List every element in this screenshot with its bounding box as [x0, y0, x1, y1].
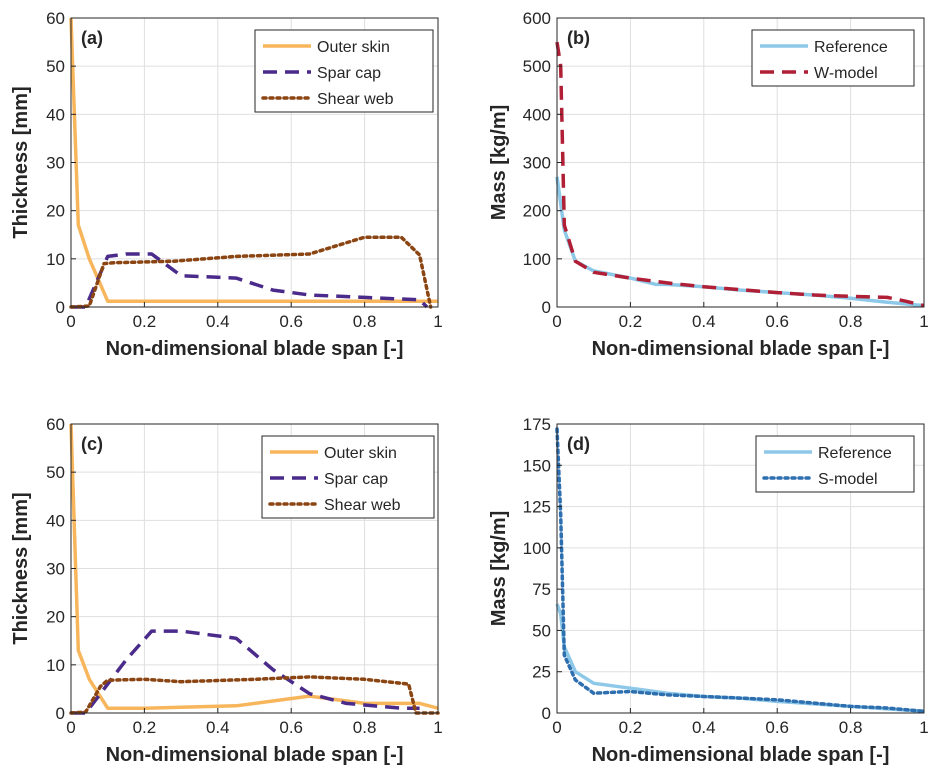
legend-box: [751, 29, 915, 87]
y-tick-label: 10: [46, 250, 65, 269]
y-axis-title: Thickness [mm]: [10, 492, 32, 644]
x-tick-label: 0.4: [206, 312, 230, 331]
y-tick-label: 300: [523, 154, 551, 173]
legend-label-2: Spar cap: [324, 471, 388, 488]
series-line-1: [69, 17, 438, 303]
x-tick-label: 0.8: [839, 312, 863, 331]
x-tick-label: 1: [433, 718, 442, 737]
panel-label: (d): [567, 434, 590, 454]
y-tick-label: 0: [56, 298, 65, 317]
series-line-1: [69, 423, 439, 710]
legend: Reference S-model: [755, 435, 915, 493]
x-tick-label: 1: [919, 312, 928, 331]
panel-label: (b): [567, 28, 590, 48]
x-tick-label: 0.4: [206, 718, 230, 737]
legend: Reference W-model: [751, 29, 915, 87]
chart-panel-1: 0 0.2 0.4 0.6 0.8 10102030405060Non-dimension…: [10, 9, 443, 360]
x-tick-label: 0: [552, 718, 561, 737]
series-line-2: [555, 427, 926, 714]
y-tick-label: 150: [523, 456, 551, 475]
x-tick-label: 1: [919, 718, 928, 737]
x-tick-label: 0.8: [353, 312, 377, 331]
y-tick-label: 50: [532, 621, 551, 640]
y-tick-label: 25: [532, 663, 551, 682]
panel-label: (a): [81, 28, 103, 48]
x-tick-label: 0.8: [353, 718, 377, 737]
series-line-3: [69, 235, 433, 309]
y-tick-label: 400: [523, 105, 551, 124]
y-tick-label: 30: [46, 560, 65, 579]
series-line-3: [69, 675, 440, 715]
y-tick-label: 175: [523, 415, 551, 434]
legend-label-1: Reference: [814, 39, 888, 56]
x-tick-label: 0.6: [765, 718, 789, 737]
legend-label-3: Shear web: [324, 497, 401, 514]
legend-label-1: Outer skin: [317, 39, 390, 56]
y-tick-label: 50: [46, 463, 65, 482]
y-tick-label: 0: [542, 298, 551, 317]
x-tick-label: 0.2: [133, 312, 157, 331]
y-axis-title: Mass [kg/m]: [488, 105, 510, 221]
y-tick-label: 60: [46, 9, 65, 28]
legend-label-2: W-model: [814, 65, 878, 82]
x-axis-title: Non-dimensional blade span [-]: [106, 338, 404, 360]
legend-label-2: S-model: [818, 471, 878, 488]
y-tick-label: 100: [523, 539, 551, 558]
x-tick-label: 0.6: [279, 312, 303, 331]
x-axis-title: Non-dimensional blade span [-]: [592, 338, 890, 360]
chart-panel-2: 0 0.2 0.4 0.6 0.8 1 0 100 200 300 400 500 600 Non-dim…: [488, 9, 929, 360]
y-axis-title: Mass [kg/m]: [488, 511, 510, 627]
y-tick-label: 0: [56, 704, 65, 723]
legend-label-1: Reference: [818, 445, 892, 462]
y-tick-label: 600: [523, 9, 551, 28]
y-axis-title: Thickness [mm]: [10, 86, 32, 238]
y-tick-label: 40: [46, 511, 65, 530]
y-tick-label: 10: [46, 656, 65, 675]
x-tick-label: 0.2: [619, 312, 643, 331]
y-tick-label: 60: [46, 415, 65, 434]
x-tick-label: 0.6: [765, 312, 789, 331]
y-tick-label: 100: [523, 250, 551, 269]
x-tick-label: 0: [66, 718, 75, 737]
x-tick-label: 1: [433, 312, 442, 331]
y-tick-label: 20: [46, 608, 65, 627]
x-tick-label: 0.8: [839, 718, 863, 737]
legend: Outer skin Spar cap Shear web: [261, 435, 435, 519]
x-tick-label: 0: [552, 312, 561, 331]
y-tick-label: 75: [532, 580, 551, 599]
y-tick-label: 0: [542, 704, 551, 723]
legend-label-2: Spar cap: [317, 65, 381, 82]
y-tick-label: 125: [523, 498, 551, 517]
x-tick-label: 0.4: [692, 312, 716, 331]
axes-box: [556, 423, 925, 714]
y-tick-label: 20: [46, 202, 65, 221]
y-tick-label: 50: [46, 57, 65, 76]
legend-label-1: Outer skin: [324, 445, 397, 462]
panel-label: (c): [81, 434, 103, 454]
series-line-2: [71, 629, 420, 715]
y-tick-label: 30: [46, 154, 65, 173]
y-tick-label: 500: [523, 57, 551, 76]
x-tick-label: 0.4: [692, 718, 716, 737]
chart-panel-4: 0 0.2 0.4 0.6 0.8 1 0 25 50 75 100 125 150 175 Non-dim…: [488, 415, 929, 766]
legend: Outer skin Spar cap Shear web: [254, 29, 434, 113]
x-tick-label: 0.2: [619, 718, 643, 737]
y-tick-label: 200: [523, 202, 551, 221]
x-tick-label: 0.2: [133, 718, 157, 737]
x-axis-title: Non-dimensional blade span [-]: [592, 744, 890, 766]
series-line-2: [71, 252, 429, 309]
y-tick-label: 40: [46, 105, 65, 124]
x-axis-title: Non-dimensional blade span [-]: [106, 744, 404, 766]
series-line-2: [555, 41, 925, 308]
legend-label-3: Shear web: [317, 91, 394, 108]
chart-panel-3: 0 0.2 0.4 0.6 0.8 10102030405060Non-dimension…: [10, 415, 443, 766]
x-tick-label: 0: [66, 312, 75, 331]
legend-box: [755, 435, 915, 493]
x-tick-label: 0.6: [279, 718, 303, 737]
